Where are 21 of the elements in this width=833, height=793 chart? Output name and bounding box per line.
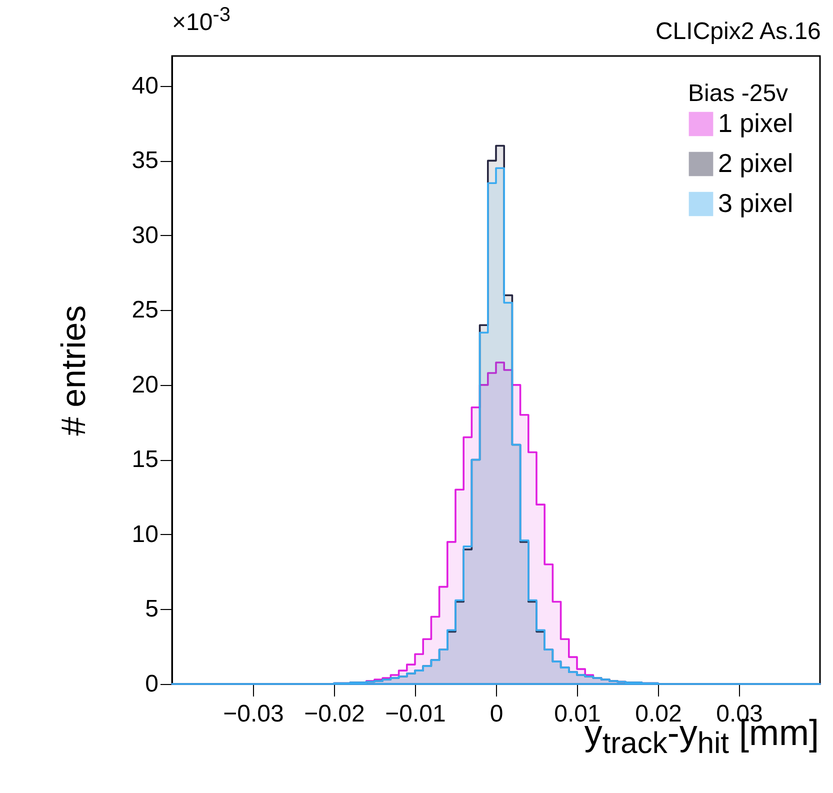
x-tick-label: −0.02 bbox=[304, 700, 365, 728]
y-tick-label: 20 bbox=[132, 371, 158, 398]
y-axis-title: # entries bbox=[54, 305, 93, 436]
legend-label: 1 pixel bbox=[718, 108, 794, 138]
y-tick-label: 40 bbox=[132, 72, 158, 100]
y-tick-label: 25 bbox=[132, 296, 158, 324]
chart-title: CLICpix2 As.16 bbox=[655, 18, 821, 45]
y-tick-label: 15 bbox=[132, 446, 158, 474]
x-tick-label: 0 bbox=[490, 700, 504, 728]
legend-label: 2 pixel bbox=[718, 148, 794, 178]
legend-title: Bias -25v bbox=[688, 80, 788, 107]
legend-label: 3 pixel bbox=[718, 188, 794, 218]
x-tick-label: 0.02 bbox=[635, 700, 682, 728]
y-tick-label: 30 bbox=[132, 222, 158, 249]
y-tick-label: 5 bbox=[145, 596, 158, 623]
y-tick-label: 0 bbox=[145, 670, 158, 698]
y-tick-label: 35 bbox=[132, 147, 158, 174]
text: ×10$^{-3}$ bbox=[172, 4, 231, 37]
x-tick-label: −0.01 bbox=[385, 700, 446, 728]
y-tick-label: 10 bbox=[132, 520, 158, 548]
x-tick-label: −0.03 bbox=[223, 700, 284, 728]
